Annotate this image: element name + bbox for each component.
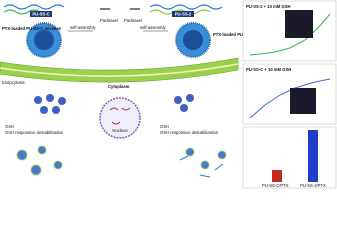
gsh-label: GSH [160,124,169,129]
bar [308,130,318,182]
bar-label: PU-SS-2/PTX [300,183,326,188]
released-chains [179,155,224,178]
panel [242,63,337,125]
drug-label: Paclitaxel [100,18,118,23]
polymer-label: PU-SS-C [32,12,49,17]
step-label: self-assembly [70,25,97,30]
process-label: Endocytosis [2,80,25,85]
panel-title: PU-SS-C + 10 mM GSH [246,67,291,72]
endosomes [34,94,194,114]
drug-label: Paclitaxel [124,18,142,23]
panel-title: PU-SS-2 + 10 mM GSH [246,4,291,9]
cell-membrane [0,57,239,83]
micelle-label: PTX-loaded PU-SS-2 micelles [213,32,272,37]
dna [109,107,131,125]
polymer-label: PU-SS-2 [175,12,192,17]
membrane-core [0,63,239,77]
step-label: self-assembly [140,25,167,30]
region-label: Cytoplasm [108,84,130,89]
bar-label: PU-SS-C/PTX [262,183,289,188]
micelle-label: PTX-loaded PU-SS-C micelles [2,26,62,31]
curve [249,13,331,56]
curve [249,78,331,119]
bar [272,170,282,182]
figure: PU-SS-C PU-SS-2 Paclitaxel Paclitaxel se… [0,0,337,189]
process-label: GSH responsive destabilization [5,130,64,135]
inset-image [285,10,313,38]
region-label: Nucleus [112,128,127,133]
micelles [26,22,211,58]
gsh-label: GSH [5,124,14,129]
inset-image [290,88,316,114]
process-label: GSH responsive destabilization [160,130,219,135]
panel [242,126,337,189]
label-box [30,11,52,17]
label-box [172,11,194,17]
polymer-chains [3,4,223,15]
destabilized-micelles [16,145,227,176]
